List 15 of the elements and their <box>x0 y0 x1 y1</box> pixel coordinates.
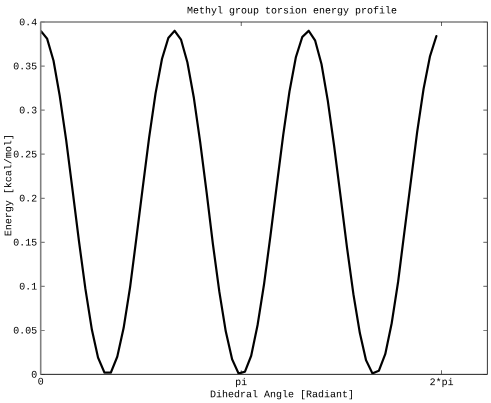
chart-title: Methyl group torsion energy profile <box>188 6 396 16</box>
x-tick-label: 0 <box>38 378 44 385</box>
x-tick-label: 2*pi <box>430 378 454 388</box>
y-tick-label: 0.15 <box>14 238 37 246</box>
y-axis-title: Energy [kcal/mol] <box>4 136 14 236</box>
x-axis-title: Dihedral Angle [Radiant] <box>210 390 352 400</box>
y-tick-label: 0.1 <box>20 282 37 290</box>
y-tick-label: 0.25 <box>14 150 37 158</box>
y-tick-label: 0.3 <box>20 106 37 114</box>
y-tick-label: 0.4 <box>20 18 37 26</box>
y-tick-label: 0 <box>32 370 37 378</box>
y-tick-label: 0.35 <box>14 62 37 70</box>
y-tick-label: 0.05 <box>14 326 37 334</box>
y-tick-label: 0.2 <box>20 194 36 202</box>
x-tick-label: pi <box>236 378 247 388</box>
